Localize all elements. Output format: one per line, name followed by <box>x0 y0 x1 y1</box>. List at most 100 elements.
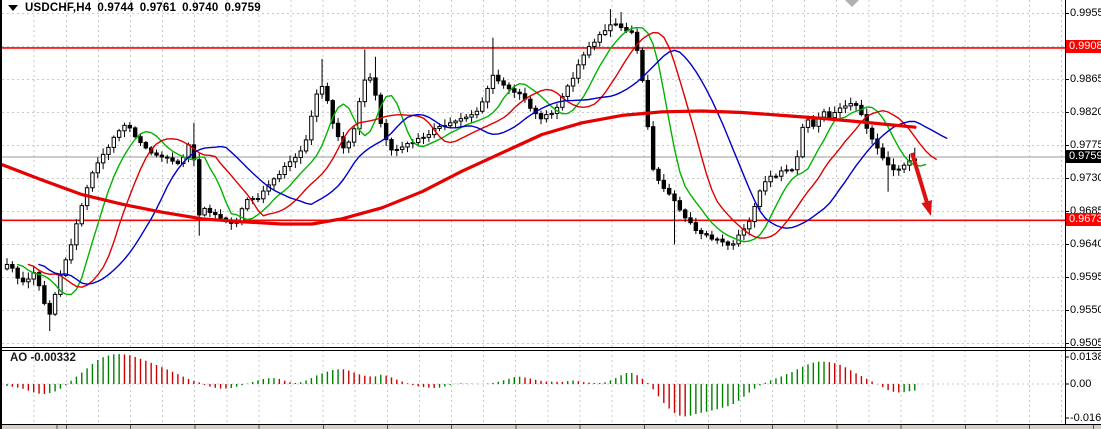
candle-down <box>389 139 394 151</box>
alligator-jaw-line <box>38 49 948 285</box>
candle-down <box>688 217 693 224</box>
down-arrow-head <box>921 200 932 216</box>
candle-down <box>677 200 683 211</box>
alligator-lips-line <box>16 26 927 296</box>
candle-down <box>20 277 26 283</box>
candle-up <box>731 243 736 246</box>
symbol-ohlc-title: USDCHF,H4 0.9744 0.9761 0.9740 0.9759 <box>25 2 267 14</box>
candle-up <box>367 77 373 81</box>
candle-down <box>853 103 859 106</box>
candle-up <box>421 136 426 139</box>
price-tick-label: 0.9730 <box>1070 171 1101 184</box>
candle-down <box>693 222 699 231</box>
candle-up <box>271 178 277 186</box>
candle-up <box>122 124 127 132</box>
price-tick-label: 0.9595 <box>1070 270 1101 283</box>
down-arrow-annotation[interactable] <box>910 152 930 207</box>
panel-separator-bottom[interactable] <box>2 350 1101 351</box>
candle-up <box>490 74 496 89</box>
candle-down <box>682 209 688 219</box>
candle-up <box>202 207 207 216</box>
indicator-label: AO -0.00332 <box>10 352 76 364</box>
candle-up <box>549 112 554 116</box>
ao-tick-label: -0.0163 <box>1070 411 1101 424</box>
candle-down <box>218 214 223 219</box>
candle-up <box>565 85 570 97</box>
candle-up <box>469 114 474 118</box>
candle-up <box>453 120 458 124</box>
candle-up <box>608 24 613 32</box>
chart-title-row: USDCHF,H4 0.9744 0.9761 0.9740 0.9759 <box>8 1 267 15</box>
candle-down <box>501 80 506 86</box>
candle-up <box>779 170 784 177</box>
ao-tick-label: 0.00 <box>1070 377 1092 390</box>
candle-up <box>763 181 768 192</box>
candle-down <box>373 77 378 96</box>
candle-up <box>106 146 111 155</box>
candle-up <box>480 101 485 112</box>
candle-up <box>784 169 789 172</box>
ao-tick-label: 0.01384 <box>1070 350 1101 363</box>
candle-up <box>90 172 95 189</box>
ohlc-high: 0.9761 <box>139 2 177 14</box>
candle-up <box>261 190 266 200</box>
alligator-teeth-line <box>27 31 937 288</box>
candle-up <box>52 293 58 315</box>
time-axis-strip[interactable] <box>2 424 1101 429</box>
candle-down <box>640 49 645 82</box>
candle-up <box>74 223 79 246</box>
candle-up <box>576 64 581 79</box>
candle-up <box>485 87 490 103</box>
candle-down <box>528 98 533 109</box>
candle-up <box>95 162 100 174</box>
candle-up <box>437 125 442 129</box>
candle-up <box>837 107 843 113</box>
candle-down <box>255 197 261 200</box>
candle-up <box>362 79 367 103</box>
candle-up <box>4 263 10 270</box>
candle-down <box>10 263 15 269</box>
chart-shift-marker-icon[interactable] <box>845 0 859 7</box>
current-price-label: 0.9759 <box>1066 149 1101 163</box>
candle-up <box>303 139 309 152</box>
candle-down <box>869 127 875 140</box>
candle-up <box>346 141 351 149</box>
candle-down <box>811 119 816 127</box>
candle-down <box>891 164 896 171</box>
candle-up <box>293 156 298 163</box>
candle-down <box>661 179 667 189</box>
candle-up <box>351 128 357 143</box>
candle-down <box>143 142 149 149</box>
candle-up <box>287 161 293 167</box>
candle-up <box>800 126 805 158</box>
candle-down <box>383 122 389 141</box>
candle-down <box>672 193 677 202</box>
candle-down <box>538 113 544 120</box>
candle-down <box>885 157 891 166</box>
candle-up <box>586 46 592 56</box>
candle-down <box>132 127 138 138</box>
candle-down <box>618 23 624 29</box>
candle-down <box>170 157 175 162</box>
slow-ma-thick-red-line <box>2 109 917 226</box>
panel-separator-top[interactable] <box>2 347 1101 348</box>
candle-up <box>757 190 763 207</box>
candle-up <box>474 110 480 116</box>
candle-up <box>63 259 68 276</box>
price-tick-label: 0.9505 <box>1070 336 1101 349</box>
candle-up <box>805 119 811 128</box>
candle-up <box>544 114 549 120</box>
chevron-down-icon[interactable] <box>8 5 18 11</box>
candle-up <box>239 208 245 223</box>
candle-down <box>512 88 517 93</box>
candle-up <box>415 137 421 144</box>
candle-down <box>629 30 634 33</box>
candle-down <box>709 234 715 240</box>
candle-up <box>309 115 314 141</box>
candle-up <box>843 105 848 109</box>
candle-down <box>634 31 640 51</box>
candle-down <box>335 122 341 138</box>
candle-down <box>165 156 170 159</box>
